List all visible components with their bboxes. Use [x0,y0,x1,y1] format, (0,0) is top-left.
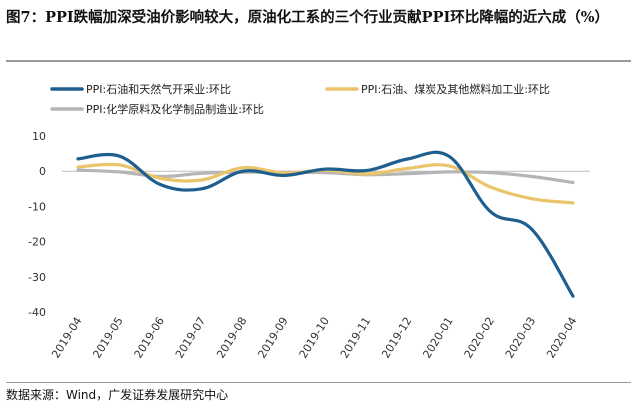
legend-label-1: PPI:石油、煤炭及其他燃料加工业:环比 [361,82,550,96]
line-chart: PPI:石油和天然气开采业:环比 PPI:石油、煤炭及其他燃料加工业:环比 PP… [28,82,590,361]
plot-lines [76,150,575,298]
legend-label-2: PPI:化学原料及化学制品制造业:环比 [86,102,264,116]
x-tick-label: 2020-03 [503,315,538,361]
y-tick-label: -30 [28,271,46,284]
y-tick-label: 0 [39,165,46,178]
legend-label-0: PPI:石油和天然气开采业:环比 [86,82,231,96]
bottom-rule [6,382,631,383]
top-rule [6,60,631,62]
x-tick-label: 2019-12 [379,315,414,361]
y-tick-label: -20 [28,236,46,249]
x-tick-label: 2019-06 [132,315,167,361]
y-tick-label: 10 [32,130,46,143]
series-line-0 [76,150,575,298]
figure-title: 图7：PPI跌幅加深受油价影响较大，原油化工系的三个行业贡献PPI环比降幅的近六… [6,9,610,26]
x-tick-label: 2019-10 [297,315,332,361]
source-note: 数据来源：Wind，广发证券发展研究中心 [6,388,229,402]
x-tick-label: 2019-08 [214,315,249,361]
x-tick-label: 2020-01 [420,315,455,361]
x-tick-label: 2019-07 [173,315,208,361]
x-tick-label: 2019-05 [90,315,125,361]
series-line-2 [76,168,575,185]
x-tick-label: 2020-04 [544,315,579,361]
x-tick-label: 2019-04 [49,315,84,361]
x-tick-label: 2019-11 [338,315,373,361]
legend: PPI:石油和天然气开采业:环比 PPI:石油、煤炭及其他燃料加工业:环比 PP… [50,82,550,116]
x-axis: 2019-04 2019-05 2019-06 2019-07 2019-08 2019-… [49,170,590,361]
x-tick-label: 2020-02 [462,315,497,361]
y-tick-label: -10 [28,200,46,213]
y-tick-label: -40 [28,306,46,319]
x-tick-label: 2019-09 [255,315,290,361]
y-axis: 10 0 -10 -20 -30 -40 [28,130,46,319]
